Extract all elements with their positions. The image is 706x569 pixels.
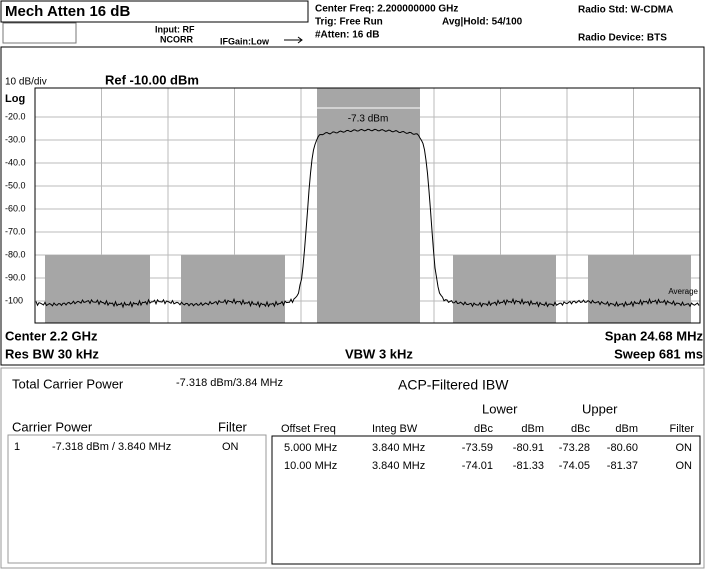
acp-header: dBc	[571, 423, 590, 435]
channel-box	[588, 255, 691, 323]
radio-std: Radio Std: W-CDMA	[578, 5, 673, 16]
acp-header: dBm	[521, 423, 544, 435]
acp-cell: -74.05	[559, 460, 590, 472]
acp-cell: 3.840 MHz	[372, 460, 425, 472]
ifgain: IFGain:Low	[220, 36, 270, 46]
carrier-title: Carrier Power	[12, 419, 93, 434]
acp-cell: 5.000 MHz	[284, 442, 337, 454]
trig: Trig: Free Run	[315, 17, 383, 28]
carrier-box	[7, 434, 267, 564]
carrier-cell: -7.318 dBm / 3.840 MHz	[52, 441, 171, 453]
res-bw: Res BW 30 kHz	[5, 346, 99, 361]
vbw: VBW 3 kHz	[345, 346, 413, 361]
acp-header: Offset Freq	[281, 423, 336, 435]
acp-cell: ON	[676, 460, 693, 472]
atten-box	[0, 0, 309, 23]
acp-cell: ON	[676, 442, 693, 454]
y-tick-label: -60.0	[5, 203, 26, 213]
channel-box	[45, 255, 150, 323]
y-tick-label: -100	[5, 295, 23, 305]
acp-header: Filter	[670, 423, 695, 435]
y-tick-label: -30.0	[5, 134, 26, 144]
acp-cell: -81.33	[513, 460, 544, 472]
input: Input: RF	[155, 24, 195, 34]
trace-label: Average	[668, 287, 698, 296]
y-tick-label: -50.0	[5, 180, 26, 190]
acp-box	[271, 435, 701, 565]
channel-box	[453, 255, 556, 323]
acp-header: dBc	[474, 423, 493, 435]
lower: Lower	[482, 401, 518, 416]
scale: 10 dB/div	[5, 77, 47, 88]
acp-cell: 3.840 MHz	[372, 442, 425, 454]
y-tick-label: -40.0	[5, 157, 26, 167]
mech-atten: Mech Atten 16 dB	[5, 3, 130, 20]
acp-cell: 10.00 MHz	[284, 460, 337, 472]
carrier-box	[317, 88, 420, 323]
carrier-filter: Filter	[218, 419, 248, 434]
acp-cell: -80.60	[607, 442, 638, 454]
ref-level: Ref -10.00 dBm	[105, 72, 199, 87]
radio-device: Radio Device: BTS	[578, 33, 667, 44]
atten: #Atten: 16 dB	[315, 30, 379, 41]
center: Center 2.2 GHz	[5, 328, 98, 343]
plot-border	[34, 87, 701, 324]
total-value: -7.318 dBm/3.84 MHz	[176, 377, 283, 389]
acp-header: Integ BW	[372, 423, 418, 435]
avg-hold: Avg|Hold: 54/100	[442, 17, 523, 28]
y-tick-label: -70.0	[5, 226, 26, 236]
sweep: Sweep 681 ms	[614, 346, 703, 361]
span: Span 24.68 MHz	[605, 328, 704, 343]
channel-box	[181, 255, 285, 323]
y-tick-label: -80.0	[5, 249, 26, 259]
carrier-label: -7.3 dBm	[348, 114, 389, 125]
y-tick-label: -20.0	[5, 111, 26, 121]
acp-cell: -73.59	[462, 442, 493, 454]
acp-cell: -74.01	[462, 460, 493, 472]
plot: -20.0 -30.0 -40.0 -50.0 -60.0 -70.0 -80.0 -90.0…	[5, 88, 700, 323]
arrow	[284, 36, 303, 44]
acp-cell: -81.37	[607, 460, 638, 472]
ncorr: NCORR	[160, 34, 193, 44]
carrier-cell: 1	[14, 441, 20, 453]
acp-cell: -80.91	[513, 442, 544, 454]
total-label: Total Carrier Power	[12, 376, 124, 391]
center-freq: Center Freq: 2.200000000 GHz	[315, 4, 458, 15]
acp-cell: -73.28	[559, 442, 590, 454]
empty-box	[2, 22, 77, 44]
acp-title: ACP-Filtered IBW	[398, 377, 509, 393]
upper: Upper	[582, 401, 618, 416]
acp-header: dBm	[615, 423, 638, 435]
trace	[35, 128, 700, 309]
log: Log	[5, 93, 25, 105]
y-tick-label: -90.0	[5, 272, 26, 282]
carrier-cell: ON	[222, 441, 239, 453]
